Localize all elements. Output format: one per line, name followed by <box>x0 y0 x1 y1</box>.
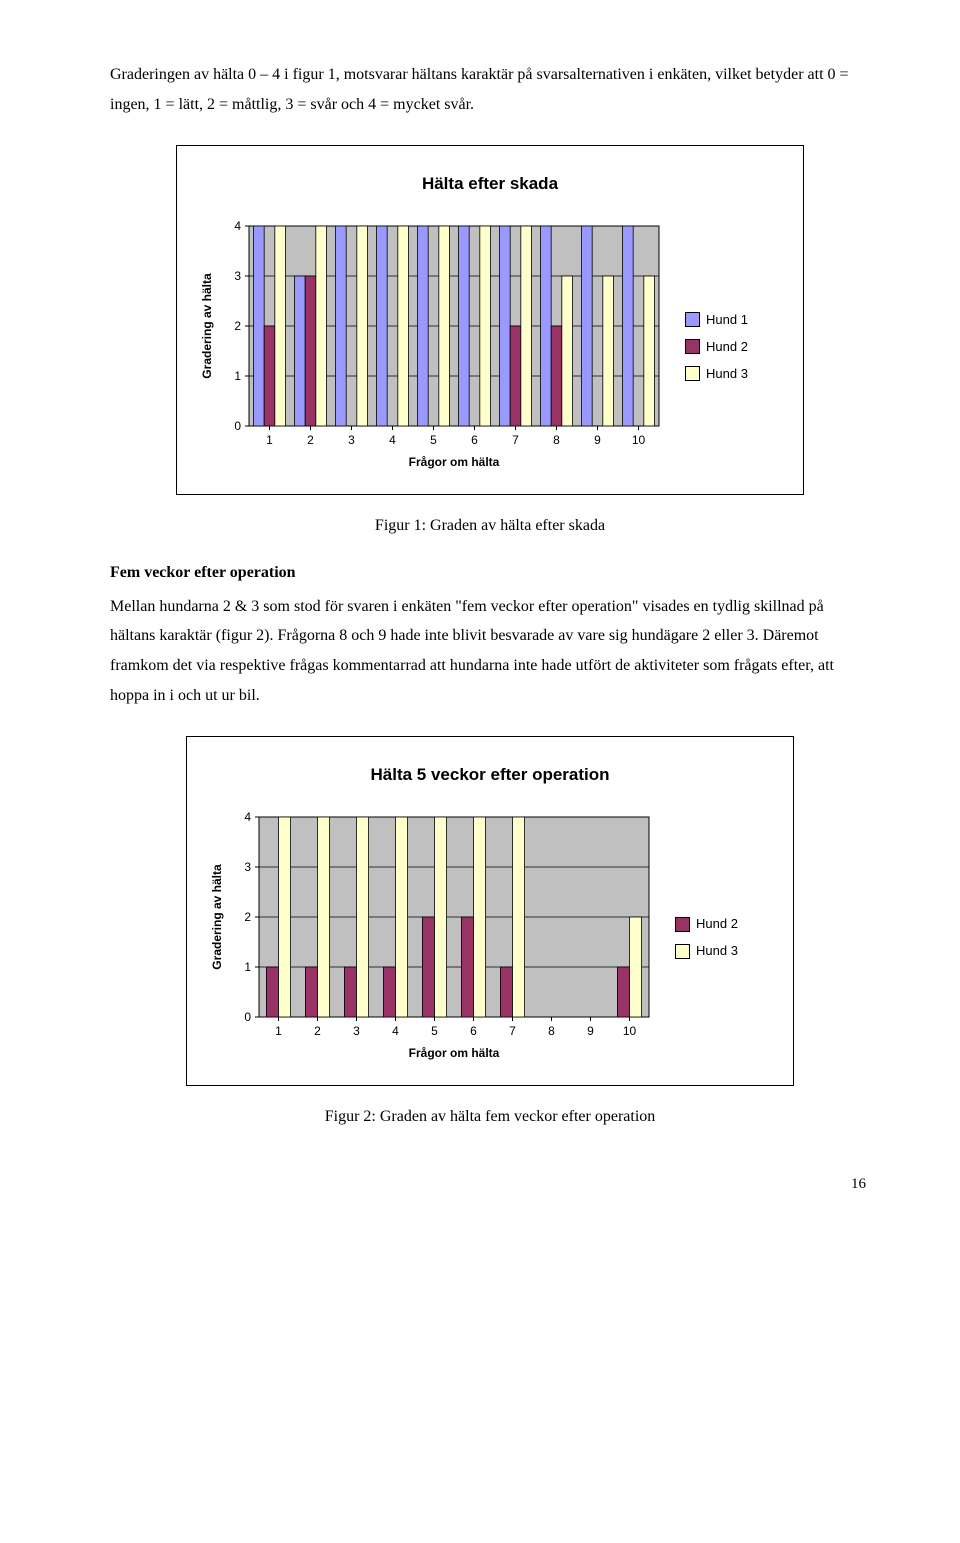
legend-item: Hund 3 <box>675 939 738 963</box>
svg-text:4: 4 <box>234 219 241 233</box>
svg-text:Gradering av hälta: Gradering av hälta <box>200 273 214 379</box>
legend-label: Hund 3 <box>706 362 748 386</box>
chart1-frame: Hälta efter skada 0 1 2 3 4 1 2 3 4 5 6 7 8 9 10 Frågor… <box>176 145 804 494</box>
legend-label: Hund 2 <box>706 335 748 359</box>
svg-text:10: 10 <box>632 433 646 447</box>
svg-text:8: 8 <box>548 1024 555 1038</box>
legend-label: Hund 1 <box>706 308 748 332</box>
figure-1-caption: Figur 1: Graden av hälta efter skada <box>110 511 870 541</box>
svg-text:4: 4 <box>244 810 251 824</box>
svg-text:3: 3 <box>353 1024 360 1038</box>
intro-paragraph: Graderingen av hälta 0 – 4 i figur 1, mo… <box>110 60 870 119</box>
chart1-title: Hälta efter skada <box>195 168 785 199</box>
svg-text:2: 2 <box>234 319 241 333</box>
chart1-plot: 0 1 2 3 4 1 2 3 4 5 6 7 8 9 10 Frågor om hälta Gradering… <box>195 218 667 476</box>
chart2-title: Hälta 5 veckor efter operation <box>205 759 775 790</box>
svg-text:1: 1 <box>234 369 241 383</box>
svg-text:3: 3 <box>244 860 251 874</box>
svg-text:10: 10 <box>623 1024 637 1038</box>
svg-text:4: 4 <box>392 1024 399 1038</box>
chart2-frame: Hälta 5 veckor efter operation 0 1 2 3 4 1 2 3 4… <box>186 736 794 1085</box>
svg-text:3: 3 <box>348 433 355 447</box>
svg-text:0: 0 <box>234 419 241 433</box>
legend-swatch <box>685 339 700 354</box>
chart2-legend: Hund 2 Hund 3 <box>675 909 738 966</box>
svg-text:5: 5 <box>431 1024 438 1038</box>
svg-text:6: 6 <box>470 1024 477 1038</box>
svg-text:1: 1 <box>275 1024 282 1038</box>
svg-text:Frågor om hälta: Frågor om hälta <box>409 455 500 469</box>
chart2-plot: 0 1 2 3 4 1 2 3 4 5 6 7 8 9 10 Frågor om hälta Gradering… <box>205 809 657 1067</box>
legend-label: Hund 3 <box>696 939 738 963</box>
svg-text:8: 8 <box>553 433 560 447</box>
svg-text:2: 2 <box>307 433 314 447</box>
figure-2-caption: Figur 2: Graden av hälta fem veckor efte… <box>110 1102 870 1132</box>
legend-swatch <box>685 366 700 381</box>
section-heading: Fem veckor efter operation <box>110 558 870 588</box>
page-number: 16 <box>110 1171 870 1199</box>
legend-item: Hund 2 <box>685 335 748 359</box>
legend-swatch <box>675 917 690 932</box>
svg-text:3: 3 <box>234 269 241 283</box>
figure-2: Hälta 5 veckor efter operation 0 1 2 3 4 1 2 3 4… <box>110 736 870 1131</box>
svg-text:7: 7 <box>512 433 519 447</box>
legend-item: Hund 2 <box>675 912 738 936</box>
legend-item: Hund 3 <box>685 362 748 386</box>
legend-label: Hund 2 <box>696 912 738 936</box>
svg-text:6: 6 <box>471 433 478 447</box>
svg-text:Frågor om hälta: Frågor om hälta <box>409 1046 500 1060</box>
body-paragraph: Mellan hundarna 2 & 3 som stod för svare… <box>110 592 870 710</box>
svg-text:9: 9 <box>594 433 601 447</box>
svg-text:4: 4 <box>389 433 396 447</box>
svg-text:2: 2 <box>244 910 251 924</box>
svg-text:2: 2 <box>314 1024 321 1038</box>
svg-text:5: 5 <box>430 433 437 447</box>
svg-text:1: 1 <box>266 433 273 447</box>
svg-text:9: 9 <box>587 1024 594 1038</box>
svg-text:Gradering av hälta: Gradering av hälta <box>210 864 224 970</box>
figure-1: Hälta efter skada 0 1 2 3 4 1 2 3 4 5 6 7 8 9 10 Frågor… <box>110 145 870 540</box>
svg-text:1: 1 <box>244 960 251 974</box>
legend-item: Hund 1 <box>685 308 748 332</box>
chart1-legend: Hund 1 Hund 2 Hund 3 <box>685 305 748 389</box>
legend-swatch <box>685 312 700 327</box>
svg-text:7: 7 <box>509 1024 516 1038</box>
legend-swatch <box>675 944 690 959</box>
svg-text:0: 0 <box>244 1010 251 1024</box>
